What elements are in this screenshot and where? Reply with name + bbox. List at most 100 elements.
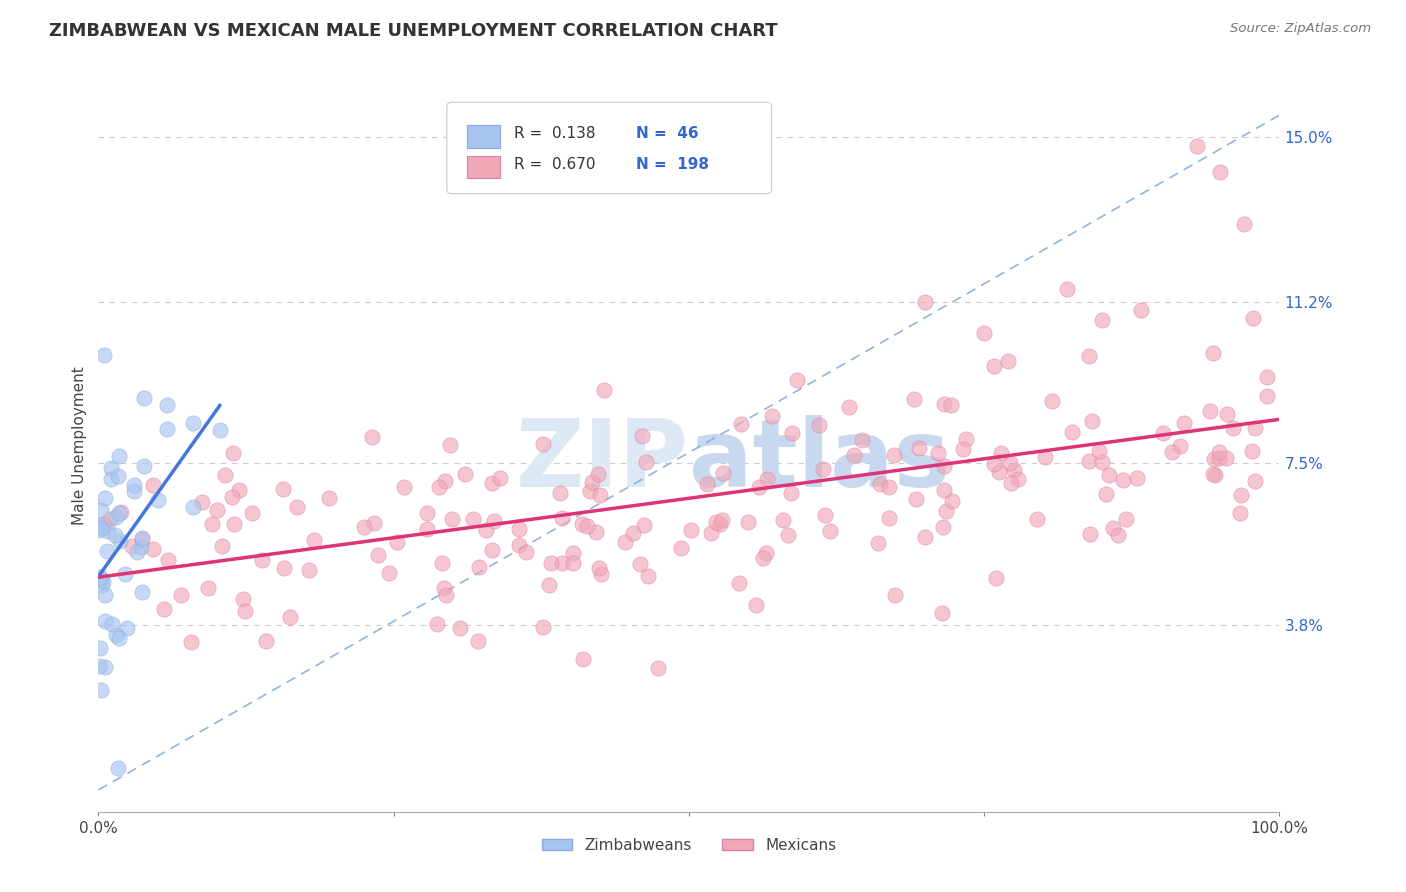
Point [1256, 389, 1278, 403]
Point [1098, 467, 1121, 482]
Point [1256, 369, 1278, 384]
FancyBboxPatch shape [467, 126, 501, 147]
Point [240, 506, 263, 520]
Point [562, 556, 585, 570]
Point [271, 483, 294, 497]
Point [222, 516, 245, 531]
Point [727, 575, 749, 590]
Point [146, 493, 169, 508]
Point [1216, 407, 1239, 421]
Point [730, 417, 752, 431]
Point [883, 448, 905, 462]
Point [430, 557, 453, 571]
Point [531, 620, 554, 634]
Point [869, 476, 891, 491]
Point [973, 326, 995, 340]
Point [378, 566, 401, 580]
Point [1233, 217, 1256, 231]
Y-axis label: Male Unemployment: Male Unemployment [72, 367, 87, 525]
Point [634, 455, 657, 469]
Point [581, 475, 603, 489]
Point [903, 392, 925, 407]
Point [98, 512, 121, 526]
Point [669, 541, 692, 555]
Point [1060, 425, 1083, 440]
Point [941, 493, 963, 508]
Point [585, 525, 607, 540]
Point [191, 495, 214, 509]
Point [131, 532, 153, 546]
Text: Source: ZipAtlas.com: Source: ZipAtlas.com [1230, 22, 1371, 36]
Point [142, 478, 165, 492]
Point [1185, 138, 1208, 153]
Point [621, 525, 644, 540]
Point [704, 515, 727, 529]
Point [426, 616, 449, 631]
Point [1002, 463, 1025, 477]
Point [983, 359, 1005, 373]
Point [531, 436, 554, 450]
Point [1208, 450, 1230, 465]
Point [114, 566, 136, 581]
Point [93, 347, 115, 362]
Point [360, 430, 382, 444]
Point [756, 473, 779, 487]
Point [752, 550, 775, 565]
Point [538, 578, 561, 592]
Point [91, 578, 114, 592]
Point [481, 476, 503, 491]
Text: N =  46: N = 46 [636, 126, 699, 141]
Point [1078, 349, 1101, 363]
Point [908, 442, 931, 456]
Point [842, 448, 865, 462]
Point [89, 572, 111, 586]
Point [131, 584, 153, 599]
Point [449, 622, 471, 636]
Point [1007, 472, 1029, 486]
Point [1199, 403, 1222, 417]
Point [1056, 282, 1078, 296]
Point [780, 486, 803, 500]
Point [1102, 521, 1125, 535]
Point [883, 588, 905, 602]
Point [131, 540, 153, 554]
Point [304, 533, 326, 548]
Point [211, 539, 233, 553]
Point [287, 500, 309, 514]
Point [93, 517, 115, 532]
Point [879, 480, 901, 494]
Point [927, 446, 949, 460]
Point [1240, 443, 1263, 458]
Point [1230, 488, 1253, 502]
Point [576, 518, 599, 533]
FancyBboxPatch shape [447, 103, 772, 194]
Point [813, 462, 835, 476]
Point [628, 557, 651, 571]
Point [156, 422, 179, 436]
Point [1244, 420, 1267, 434]
Point [1112, 473, 1135, 487]
Point [1130, 302, 1153, 317]
Point [181, 500, 204, 514]
Point [984, 572, 1007, 586]
Point [152, 602, 174, 616]
Point [122, 478, 145, 492]
Point [571, 516, 593, 531]
Point [1160, 445, 1182, 459]
Point [1091, 312, 1114, 326]
Point [633, 517, 655, 532]
Text: ZIMBABWEAN VS MEXICAN MALE UNEMPLOYMENT CORRELATION CHART: ZIMBABWEAN VS MEXICAN MALE UNEMPLOYMENT … [49, 22, 778, 40]
Point [93, 614, 115, 628]
Point [489, 471, 512, 485]
Point [108, 631, 131, 645]
Point [1152, 425, 1174, 440]
Point [508, 522, 530, 536]
Point [572, 652, 595, 666]
Point [772, 513, 794, 527]
Point [1209, 164, 1232, 178]
Text: N =  198: N = 198 [636, 157, 709, 172]
Point [1091, 455, 1114, 469]
Point [1173, 416, 1195, 430]
Point [786, 373, 808, 387]
Point [1215, 450, 1237, 465]
